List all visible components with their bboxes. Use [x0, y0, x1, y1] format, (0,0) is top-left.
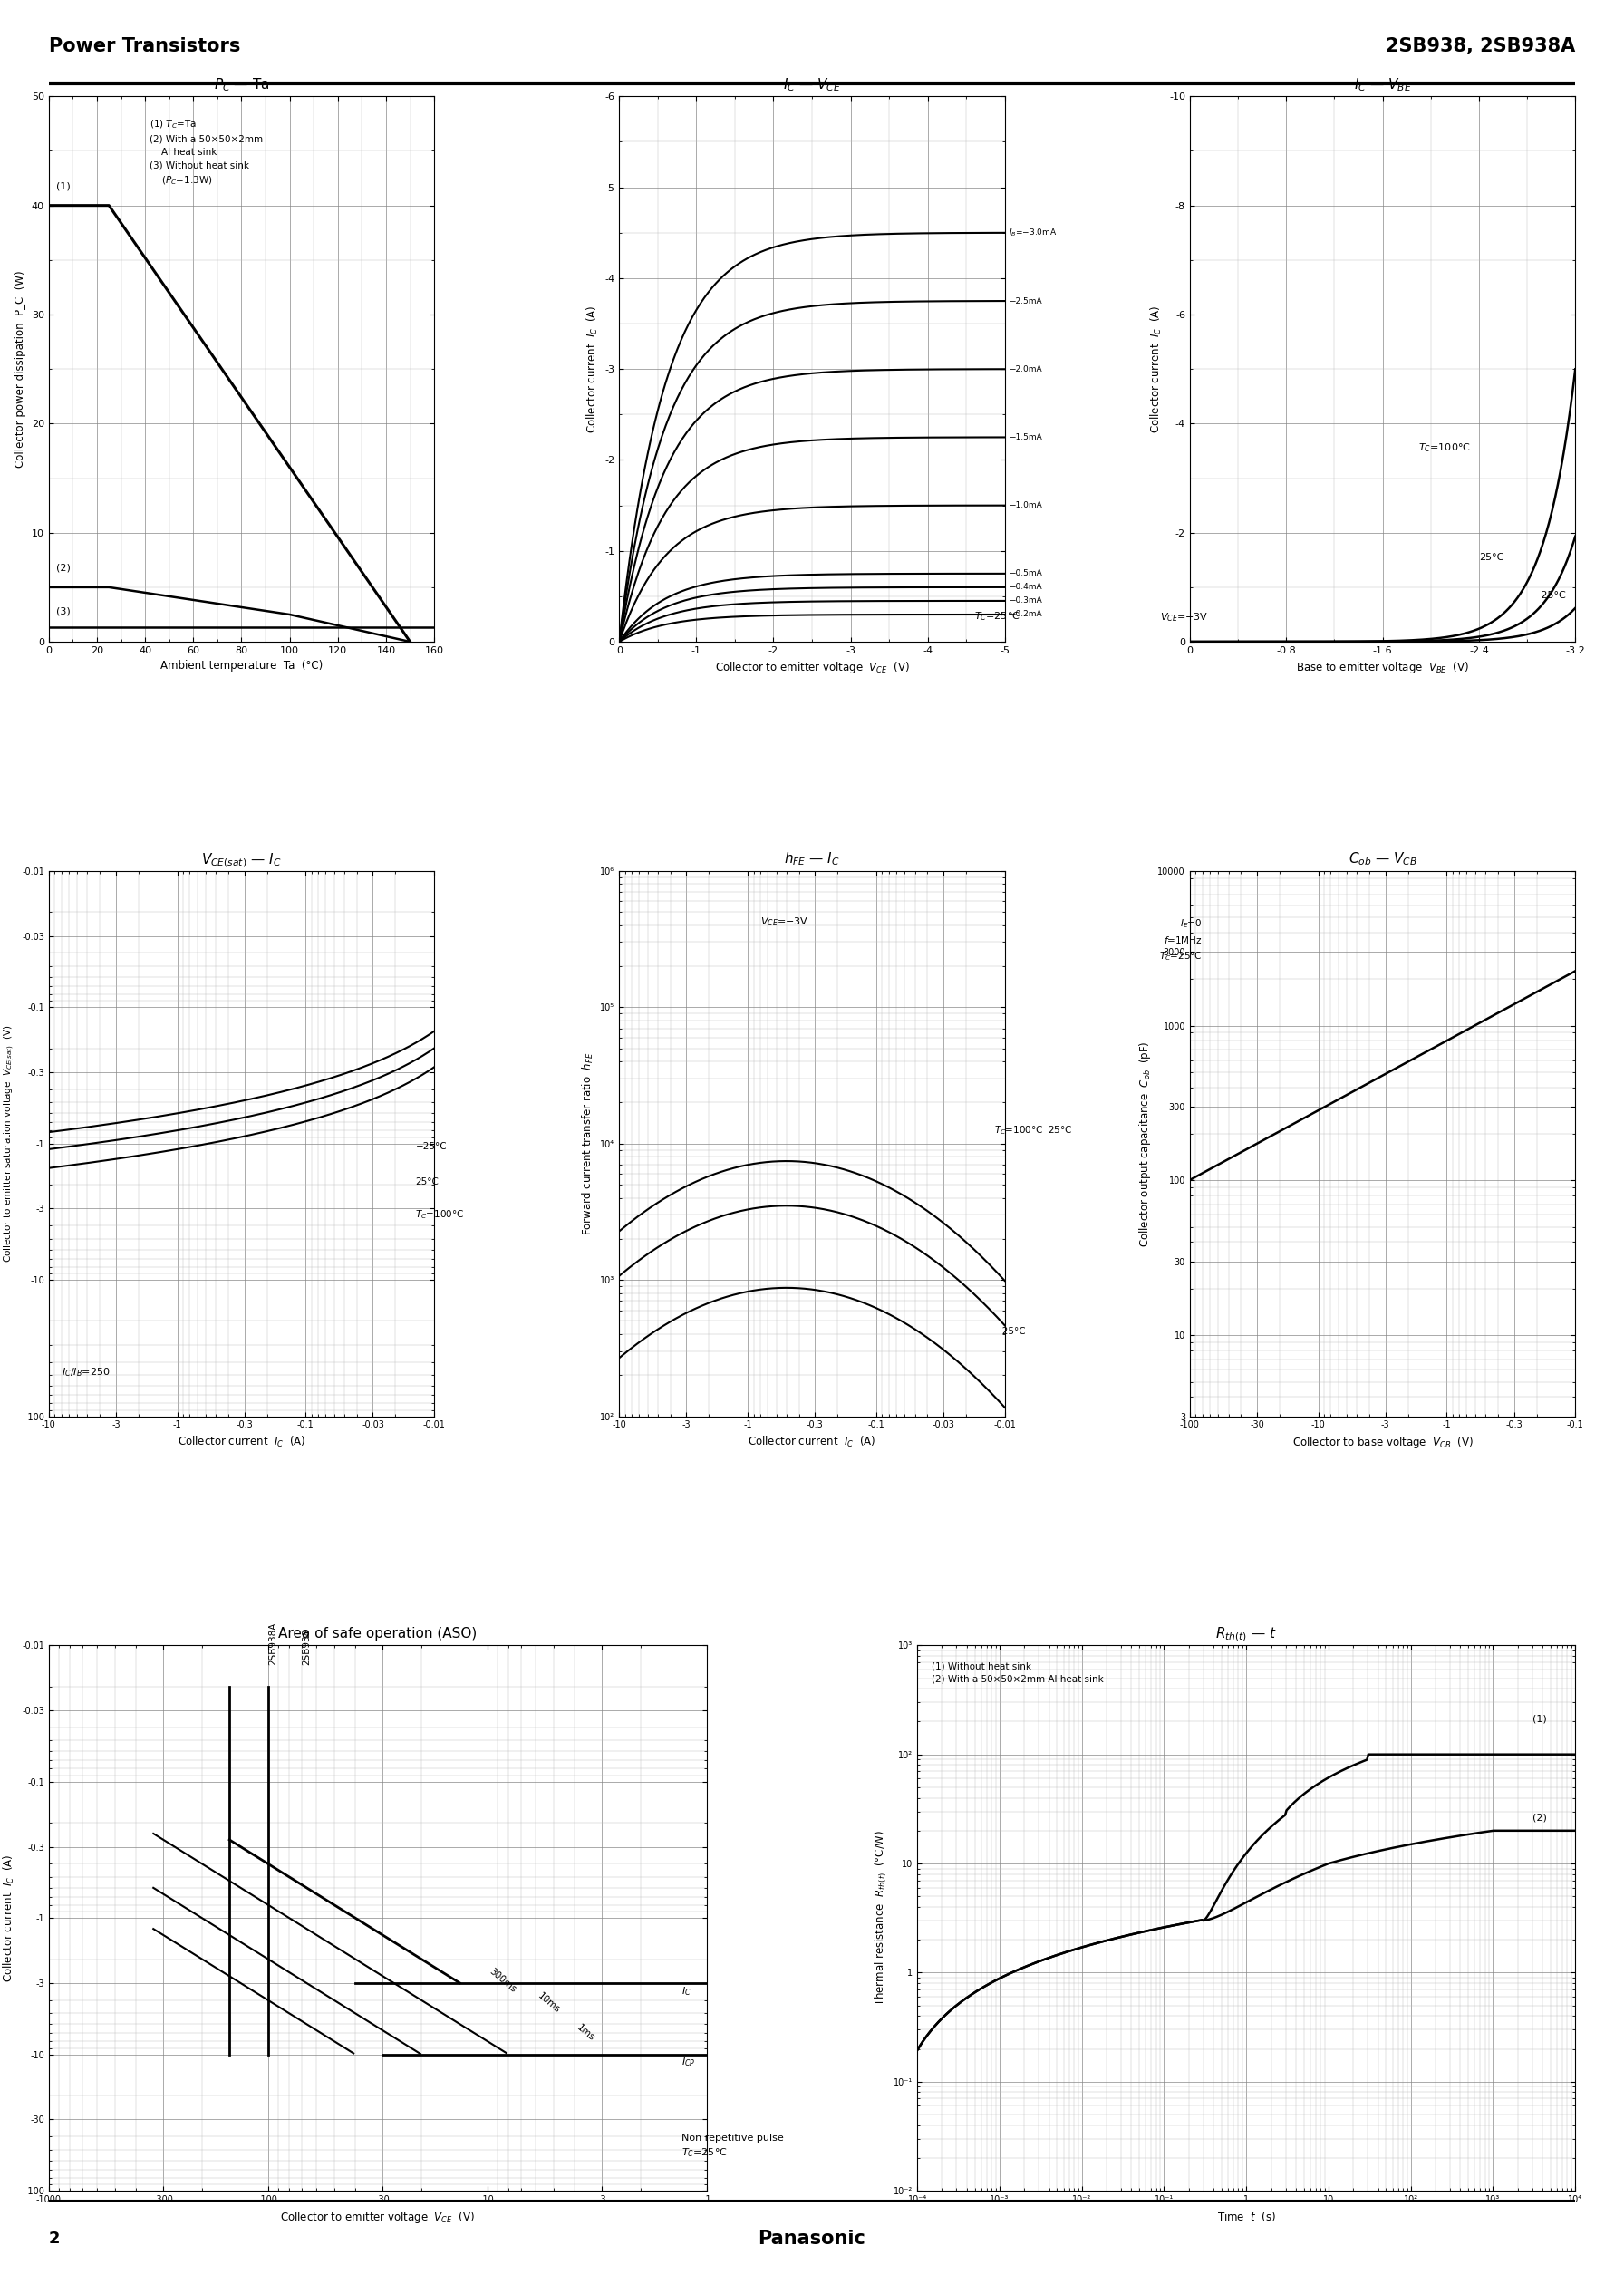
X-axis label: Collector to emitter voltage  $V_{CE}$  (V): Collector to emitter voltage $V_{CE}$ (V… — [281, 2209, 476, 2225]
Text: $T_C$=25°C: $T_C$=25°C — [974, 610, 1020, 622]
Text: 2: 2 — [49, 2230, 60, 2248]
Y-axis label: Collector current  $I_C$  (A): Collector current $I_C$ (A) — [1150, 305, 1164, 434]
Text: −25°C: −25°C — [416, 1142, 447, 1152]
Text: $I_E$=0
$f$=1MHz
$T_C$=25°C: $I_E$=0 $f$=1MHz $T_C$=25°C — [1160, 918, 1202, 963]
Text: 25°C: 25°C — [416, 1177, 438, 1186]
Text: −1.5mA: −1.5mA — [1009, 434, 1043, 440]
Text: $T_C$=100°C  25°C: $T_C$=100°C 25°C — [994, 1124, 1073, 1136]
X-axis label: Collector to base voltage  $V_{CB}$  (V): Collector to base voltage $V_{CB}$ (V) — [1291, 1434, 1473, 1450]
Text: −2.0mA: −2.0mA — [1009, 365, 1041, 374]
Text: Power Transistors: Power Transistors — [49, 37, 240, 55]
X-axis label: Collector current  $I_C$  (A): Collector current $I_C$ (A) — [177, 1434, 305, 1450]
X-axis label: Ambient temperature  Ta  (°C): Ambient temperature Ta (°C) — [161, 661, 323, 672]
Title: $I_C$ — $V_{BE}$: $I_C$ — $V_{BE}$ — [1354, 76, 1411, 94]
Title: $I_C$ — $V_{CE}$: $I_C$ — $V_{CE}$ — [783, 76, 841, 94]
Y-axis label: Collector current  $I_C$  (A): Collector current $I_C$ (A) — [2, 1854, 16, 1982]
Text: −2.5mA: −2.5mA — [1009, 296, 1041, 305]
Text: (1): (1) — [55, 181, 70, 190]
Text: $V_{CE}$=−3V: $V_{CE}$=−3V — [760, 915, 809, 929]
Y-axis label: Collector power dissipation  P_C  (W): Collector power dissipation P_C (W) — [15, 271, 26, 468]
Text: (1) Without heat sink
(2) With a 50×50×2mm Al heat sink: (1) Without heat sink (2) With a 50×50×2… — [932, 1663, 1104, 1684]
Y-axis label: Collector current  $I_C$  (A): Collector current $I_C$ (A) — [585, 305, 599, 434]
X-axis label: Time  $t$  (s): Time $t$ (s) — [1216, 2209, 1276, 2223]
Text: Non repetitive pulse
$T_C$=25°C: Non repetitive pulse $T_C$=25°C — [682, 2133, 784, 2159]
Y-axis label: Collector output capacitance  $C_{ob}$  (pF): Collector output capacitance $C_{ob}$ (p… — [1137, 1041, 1153, 1246]
X-axis label: Base to emitter voltage  $V_{BE}$  (V): Base to emitter voltage $V_{BE}$ (V) — [1296, 661, 1470, 677]
Text: $I_B$=−3.0mA: $I_B$=−3.0mA — [1009, 227, 1057, 239]
Text: (3): (3) — [55, 608, 70, 617]
Text: $T_C$=100°C: $T_C$=100°C — [1419, 443, 1471, 454]
Title: $R_{th(t)}$ — $t$: $R_{th(t)}$ — $t$ — [1215, 1626, 1276, 1643]
Text: −1.0mA: −1.0mA — [1009, 502, 1043, 509]
Text: $I_C$: $I_C$ — [682, 1984, 692, 1998]
Text: 2SB938: 2SB938 — [302, 1629, 312, 1665]
Text: $T_C$=100°C: $T_C$=100°C — [416, 1209, 464, 1220]
Y-axis label: Forward current transfer ratio  $h_{FE}$: Forward current transfer ratio $h_{FE}$ — [580, 1053, 594, 1234]
Y-axis label: Thermal resistance  $R_{th(t)}$  (°C/W): Thermal resistance $R_{th(t)}$ (°C/W) — [872, 1831, 888, 2005]
Title: $h_{FE}$ — $I_C$: $h_{FE}$ — $I_C$ — [784, 851, 840, 867]
Text: −25°C: −25°C — [994, 1326, 1026, 1335]
X-axis label: Collector to emitter voltage  $V_{CE}$  (V): Collector to emitter voltage $V_{CE}$ (V… — [715, 661, 909, 677]
Y-axis label: Collector to emitter saturation voltage  $V_{CE(sat)}$  (V): Collector to emitter saturation voltage … — [3, 1025, 16, 1262]
Text: (2): (2) — [1533, 1812, 1546, 1821]
Text: (2): (2) — [55, 564, 70, 574]
Text: (1) $T_C$=Ta
(2) With a 50×50×2mm
    Al heat sink
(3) Without heat sink
    ($P: (1) $T_C$=Ta (2) With a 50×50×2mm Al hea… — [149, 119, 263, 186]
Title: $C_{ob}$ — $V_{CB}$: $C_{ob}$ — $V_{CB}$ — [1348, 851, 1416, 867]
Text: −0.5mA: −0.5mA — [1009, 569, 1043, 578]
Title: $V_{CE(sat)}$ — $I_C$: $V_{CE(sat)}$ — $I_C$ — [201, 851, 281, 869]
Text: 1ms: 1ms — [575, 2023, 596, 2044]
Text: −0.2mA: −0.2mA — [1009, 610, 1041, 619]
Text: −0.4mA: −0.4mA — [1009, 583, 1041, 592]
Text: $I_C$/$I_B$=250: $I_C$/$I_B$=250 — [62, 1367, 110, 1379]
Text: 25°C: 25°C — [1479, 553, 1504, 562]
Text: −25°C: −25°C — [1533, 592, 1567, 601]
Text: 10ms: 10ms — [536, 1991, 562, 2014]
Text: $I_{CP}$: $I_{CP}$ — [682, 2055, 695, 2069]
Text: Panasonic: Panasonic — [758, 2230, 866, 2248]
Text: (1): (1) — [1533, 1714, 1546, 1723]
Text: 2SB938, 2SB938A: 2SB938, 2SB938A — [1385, 37, 1575, 55]
Text: −0.3mA: −0.3mA — [1009, 596, 1043, 606]
Text: 2SB938A: 2SB938A — [268, 1622, 278, 1665]
X-axis label: Collector current  $I_C$  (A): Collector current $I_C$ (A) — [749, 1434, 875, 1450]
Title: $P_C$ — Ta: $P_C$ — Ta — [214, 76, 270, 94]
Text: $V_{CE}$=−3V: $V_{CE}$=−3V — [1160, 610, 1208, 624]
Text: 300ms: 300ms — [487, 1966, 518, 1993]
Title: Area of safe operation (ASO): Area of safe operation (ASO) — [278, 1626, 477, 1640]
